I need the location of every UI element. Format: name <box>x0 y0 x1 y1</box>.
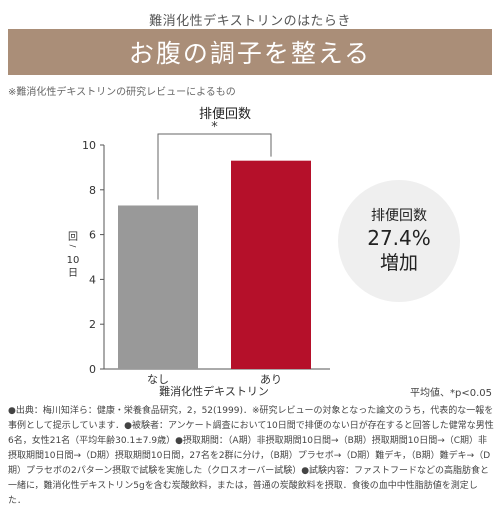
bar-with <box>231 160 311 369</box>
bar-without <box>118 205 198 369</box>
x-axis-label: 難消化性デキストリン <box>159 384 269 398</box>
result-label: 排便回数 <box>371 208 427 224</box>
result-percentage: 27.4% <box>367 226 431 250</box>
study-footnote: ●出典：梅川知洋ら：健康・栄養食品研究，2，52(1999)．※研究レビューの対… <box>8 406 494 506</box>
chart-title: 排便回数 <box>199 107 251 122</box>
significance-bracket <box>157 133 272 200</box>
result-increase: 増加 <box>379 252 418 274</box>
result-circle: 排便回数 27.4% 増加 <box>338 180 460 302</box>
y-axis-label-part: 回 <box>68 231 78 243</box>
x-tick-label: なし <box>147 373 169 386</box>
y-tick-label: 8 <box>89 184 96 197</box>
y-tick-label: 6 <box>89 229 96 242</box>
y-axis-label-part: 日 <box>68 268 78 279</box>
y-tick-label: 2 <box>89 318 96 331</box>
infographic-top-title: 難消化性デキストリンのはたらき <box>149 14 351 29</box>
significance-marker: * <box>211 120 218 135</box>
x-tick-label: あり <box>260 373 282 386</box>
banner-title: お腹の調子を整える <box>128 39 372 68</box>
title-banner: お腹の調子を整える <box>8 29 492 75</box>
chart-caption: 平均値、*p<0.05 <box>410 386 492 399</box>
y-axis-label-part: / <box>68 245 77 248</box>
source-note: ※難消化性デキストリンの研究レビューによるもの <box>8 87 236 98</box>
y-axis-label-part: 10 <box>67 255 80 266</box>
y-tick-label: 10 <box>82 139 96 152</box>
y-tick-label: 0 <box>89 363 96 376</box>
y-tick-label: 4 <box>89 273 96 286</box>
